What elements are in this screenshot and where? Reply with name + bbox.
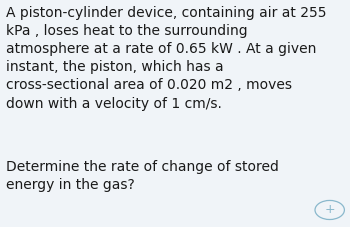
Text: Determine the rate of change of stored
energy in the gas?: Determine the rate of change of stored e… [6, 160, 279, 192]
Text: +: + [324, 203, 335, 217]
Text: A piston-cylinder device, containing air at 255
kPa , loses heat to the surround: A piston-cylinder device, containing air… [6, 6, 327, 111]
